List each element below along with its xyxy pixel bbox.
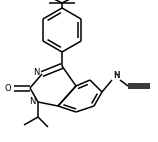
Text: N: N <box>29 97 35 106</box>
Text: O: O <box>5 83 11 92</box>
Text: H: H <box>113 70 119 80</box>
Text: N: N <box>33 67 39 77</box>
Text: N: N <box>113 71 119 80</box>
